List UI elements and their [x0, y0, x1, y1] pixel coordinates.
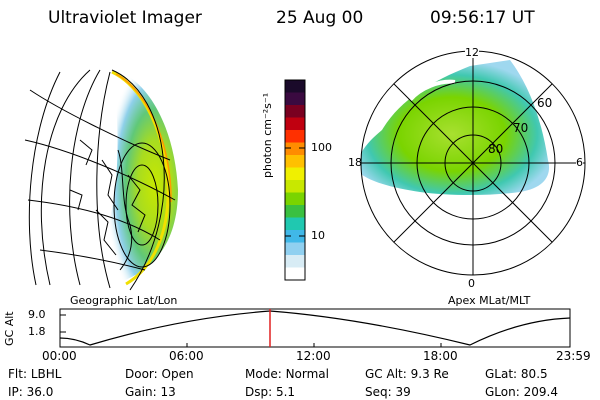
colorbar-swatch [285, 217, 305, 231]
time-tick-1200: 12:00 [296, 349, 331, 363]
gain-value: 13 [160, 385, 176, 399]
colorbar-swatch [285, 205, 305, 218]
dsp-value: 5.1 [275, 385, 296, 399]
alt-tick-1.8: 1.8 [28, 325, 46, 338]
flt-label: Flt: LBHL [8, 367, 62, 381]
colorbar-tick-10: 10 [311, 229, 325, 242]
lat-label-60: 60 [537, 96, 553, 110]
mlt-label-12: 12 [465, 46, 479, 59]
time-label: 09:56:17 UT [430, 8, 535, 28]
glat-label: GLat: 80.5 [485, 367, 548, 381]
gc-alt-label: GC Alt: 9.3 Re [365, 367, 449, 381]
time-tick-0600: 06:00 [169, 349, 204, 363]
instrument-title: Ultraviolet Imager [48, 8, 202, 28]
alt-tick-9: 9.0 [28, 308, 46, 321]
date-label: 25 Aug 00 [276, 8, 364, 28]
colorbar-swatch [285, 92, 305, 106]
colorbar-swatch [285, 142, 305, 156]
polar-panel [360, 50, 586, 276]
seq-value: 39 [395, 385, 411, 399]
colorbar-swatch [285, 155, 305, 168]
mlt-label-6: 6 [576, 156, 583, 169]
time-tick-2359: 23:59 [556, 349, 591, 363]
colorbar-swatch [285, 242, 305, 256]
colorbar-swatch [285, 117, 305, 131]
lat-label-70: 70 [513, 121, 529, 135]
glon-label: GLon: 209.4 [485, 385, 558, 399]
globe-panel [24, 68, 178, 291]
dsp-label: Dsp: 5.1 [245, 385, 296, 399]
mlt-label-18: 18 [348, 156, 362, 169]
colorbar-swatch [285, 267, 305, 281]
lat-label-80: 80 [488, 142, 504, 156]
colorbar-swatch [285, 180, 305, 193]
limb-arc [111, 70, 170, 286]
mode-value: Normal [285, 367, 329, 381]
polar-caption: Apex MLat/MLT [448, 294, 531, 307]
auroral-emission-globe [96, 68, 178, 283]
colorbar-swatch [285, 105, 305, 118]
colorbar-swatch [285, 167, 305, 181]
gain-label: Gain: 13 [125, 385, 176, 399]
glat-value: 80.5 [520, 367, 548, 381]
ip-label: IP: 36.0 [8, 385, 54, 399]
altitude-strip [59, 308, 571, 348]
colorbar-swatch [285, 192, 305, 206]
mlt-label-0: 0 [468, 277, 475, 290]
flt-value: LBHL [30, 367, 62, 381]
altitude-curve [59, 310, 571, 346]
alt-axis-label: GC Alt [3, 311, 16, 346]
colorbar-swatch [285, 80, 305, 93]
glon-value: 209.4 [523, 385, 558, 399]
door-label: Door: Open [125, 367, 194, 381]
colorbar-swatch [285, 130, 305, 143]
colorbar-swatch [285, 230, 305, 243]
mode-label: Mode: Normal [245, 367, 329, 381]
colorbar [285, 80, 305, 281]
ip-value: 36.0 [26, 385, 54, 399]
globe-outline [111, 69, 165, 291]
gc-alt-value: 9.3 Re [410, 367, 449, 381]
time-tick-0000: 00:00 [42, 349, 77, 363]
seq-label: Seq: 39 [365, 385, 411, 399]
door-value: Open [161, 367, 194, 381]
colorbar-tick-100: 100 [311, 141, 332, 154]
globe-caption: Geographic Lat/Lon [70, 294, 178, 307]
colorbar-swatch [285, 255, 305, 268]
colorbar-unit-label: photon cm⁻²s⁻¹ [261, 92, 274, 178]
time-tick-1800: 18:00 [423, 349, 458, 363]
